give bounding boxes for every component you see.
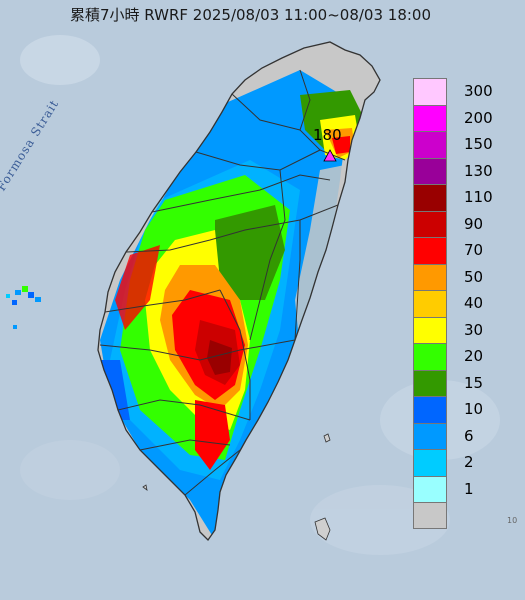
legend-label: 2	[464, 453, 474, 472]
corner-fragment: 10	[507, 516, 518, 525]
county-borders	[97, 41, 381, 542]
legend-swatch	[413, 502, 447, 529]
legend-label: 15	[464, 373, 484, 392]
legend-swatch	[413, 210, 447, 237]
legend-label: 6	[464, 426, 474, 445]
legend-label: 50	[464, 267, 484, 286]
legend-swatch	[413, 290, 447, 317]
penghu-rain	[6, 286, 41, 329]
legend-label: 300	[464, 82, 493, 101]
legend-label: 200	[464, 108, 493, 127]
legend-swatch	[413, 369, 447, 396]
legend-label: 90	[464, 214, 484, 233]
legend-swatch	[413, 316, 447, 343]
legend-label: 130	[464, 161, 493, 180]
legend-label: 30	[464, 320, 484, 339]
peak-marker-triangle	[323, 149, 337, 162]
legend-label: 110	[464, 188, 493, 207]
legend-swatch	[413, 104, 447, 131]
legend-label: 150	[464, 135, 493, 154]
islands	[142, 433, 331, 541]
legend-swatch	[413, 422, 447, 449]
legend-swatch	[413, 449, 447, 476]
legend-swatch	[413, 157, 447, 184]
legend-swatch	[413, 263, 447, 290]
legend-label: 40	[464, 294, 484, 313]
legend-swatch	[413, 396, 447, 423]
legend-label: 70	[464, 241, 484, 260]
map-title: 累積7小時 RWRF 2025/08/03 11:00~08/03 18:00	[70, 6, 432, 24]
legend-swatch	[413, 184, 447, 211]
legend-swatch	[413, 78, 447, 105]
legend-label: 20	[464, 347, 484, 366]
legend-color-bar	[413, 78, 447, 529]
legend-label: 1	[464, 479, 474, 498]
legend-label: 10	[464, 400, 484, 419]
legend-swatch	[413, 131, 447, 158]
cloud-texture	[20, 35, 500, 555]
peak-value-label: 180	[313, 126, 342, 144]
legend-swatch	[413, 343, 447, 370]
legend-swatch	[413, 475, 447, 502]
legend-swatch	[413, 237, 447, 264]
